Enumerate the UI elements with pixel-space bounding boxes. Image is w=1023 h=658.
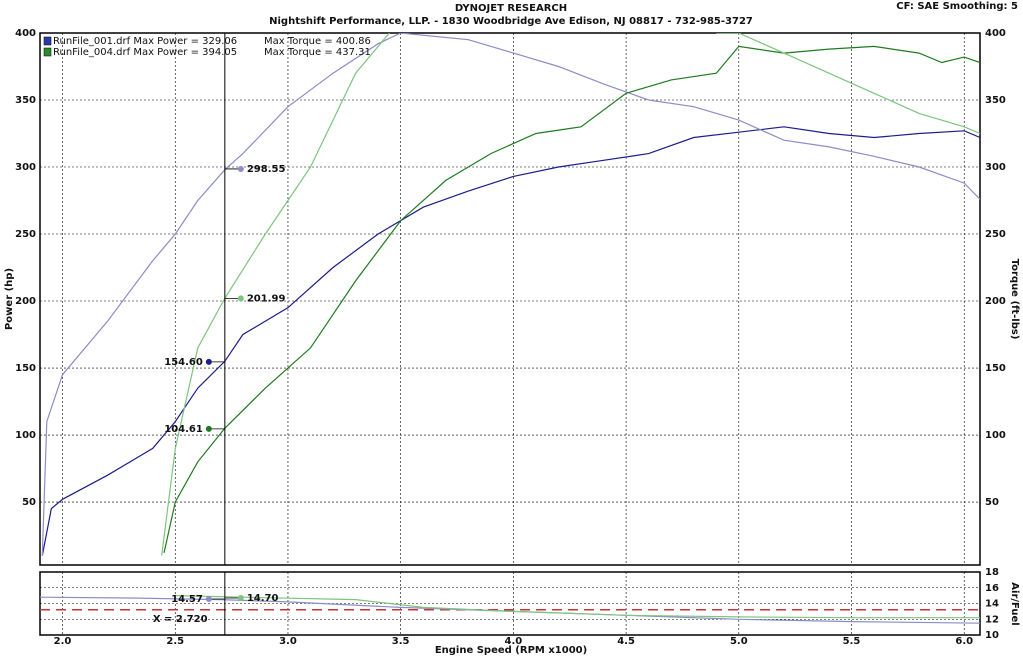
y2-tick-label: 300: [985, 162, 1006, 173]
cursor-value-label: 298.55: [247, 164, 286, 175]
x-tick-label: 3.5: [392, 636, 410, 647]
y-tick-label: 350: [15, 95, 36, 106]
y-tick-label: 250: [15, 229, 36, 240]
y2-tick-label: 350: [985, 95, 1006, 106]
y-tick-label: 100: [15, 430, 36, 441]
y2-axis-label: Air/Fuel: [1009, 582, 1020, 625]
y2-tick-label: 250: [985, 229, 1006, 240]
chart-subtitle: Nightshift Performance, LLP. - 1830 Wood…: [269, 16, 753, 27]
cursor-marker: [205, 358, 212, 365]
y2-tick-label: 50: [985, 497, 999, 508]
legend-label: RunFile_004.drf Max Power = 394.05: [53, 47, 237, 58]
y-tick-label: 50: [22, 497, 36, 508]
y-axis-label: Power (hp): [4, 268, 15, 330]
y2-tick-label: 14: [985, 599, 999, 610]
series-line: [163, 45, 980, 554]
x-axis-label: Engine Speed (RPM x1000): [435, 645, 587, 656]
y-tick-label: 150: [15, 363, 36, 374]
y-tick-label: 200: [15, 296, 36, 307]
y2-tick-label: 100: [985, 430, 1006, 441]
y2-axis-label: Torque (ft-lbs): [1009, 259, 1020, 340]
y-tick-label: 400: [15, 28, 36, 39]
cursor-marker: [237, 165, 244, 172]
y2-tick-label: 200: [985, 296, 1006, 307]
y2-tick-label: 10: [985, 630, 999, 641]
legend-label: RunFile_001.drf Max Power = 329.06: [53, 36, 237, 47]
legend-swatch: [43, 47, 52, 57]
legend-swatch: [43, 36, 52, 46]
plot-frame: [39, 32, 981, 566]
cursor-value-label: 154.60: [164, 357, 203, 368]
x-tick-label: 6.0: [955, 636, 973, 647]
cursor-value-label: 14.57: [171, 594, 203, 605]
cursor-marker: [205, 596, 212, 603]
x-tick-label: 5.5: [843, 636, 861, 647]
cursor-marker: [237, 295, 244, 302]
series-line: [161, 33, 980, 556]
x-tick-label: 5.0: [730, 636, 748, 647]
x-tick-label: 4.5: [617, 636, 635, 647]
series-line: [41, 126, 980, 556]
y2-tick-label: 18: [985, 567, 999, 578]
plot-area: [40, 595, 980, 624]
y2-tick-label: 400: [985, 28, 1006, 39]
y2-tick-label: 12: [985, 614, 999, 625]
x-tick-label: 3.0: [279, 636, 297, 647]
x-tick-label: 2.5: [166, 636, 184, 647]
legend-label: Max Torque = 400.86: [264, 36, 371, 47]
chart-title: DYNOJET RESEARCH: [455, 3, 567, 14]
annotation: CF: SAE Smoothing: 5: [896, 1, 1018, 12]
cursor-marker: [237, 594, 244, 601]
cursor-value-label: 14.70: [247, 593, 279, 604]
y-tick-label: 300: [15, 162, 36, 173]
cursor-marker: [205, 425, 212, 432]
series-line: [175, 595, 980, 619]
legend-label: Max Torque = 437.31: [264, 47, 371, 58]
y2-tick-label: 16: [985, 583, 999, 594]
cursor-value-label: 201.99: [247, 293, 286, 304]
x-tick-label: 2.0: [54, 636, 72, 647]
cursor-label: X = 2.720: [153, 614, 208, 625]
cursor-value-label: 104.61: [164, 424, 203, 435]
plot-area: [41, 33, 980, 556]
x-tick-label: 4.0: [505, 636, 523, 647]
y2-tick-label: 150: [985, 363, 1006, 374]
series-line: [41, 33, 980, 556]
